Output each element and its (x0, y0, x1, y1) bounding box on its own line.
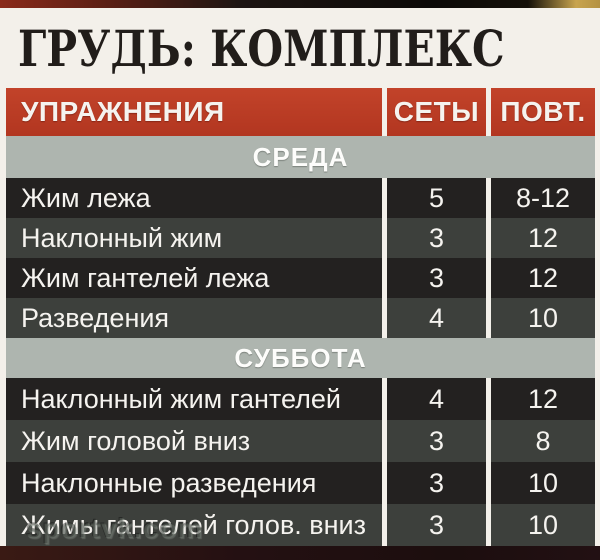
photo-edge-strip (0, 0, 600, 8)
table-row-reps: 8 (491, 420, 595, 462)
table-row-sets: 3 (387, 420, 486, 462)
table-row-exercise: Разведения (6, 298, 382, 338)
table-row-reps: 12 (491, 258, 595, 298)
table-row-sets: 3 (387, 504, 486, 546)
table-row-exercise: Наклонный жим гантелей (6, 378, 382, 420)
section-header-saturday: СУББОТА (6, 338, 595, 378)
table-row-reps: 12 (491, 378, 595, 420)
section-header-wednesday: СРЕДА (6, 136, 595, 178)
table-row-exercise: Жим гантелей лежа (6, 258, 382, 298)
page-title: ГРУДЬ: КОМПЛЕКС (18, 18, 505, 78)
table-row-exercise: Жимы гантелей голов. вниз (6, 504, 382, 546)
table-row-sets: 4 (387, 378, 486, 420)
column-header-sets: СЕТЫ (387, 88, 486, 136)
table-row-sets: 3 (387, 218, 486, 258)
photo-edge-strip-bottom (0, 546, 600, 560)
table-row-reps: 10 (491, 504, 595, 546)
table-row-exercise: Наклонные разведения (6, 462, 382, 504)
table-row-sets: 5 (387, 178, 486, 218)
column-header-exercises: УПРАЖНЕНИЯ (6, 88, 382, 136)
table-row-sets: 4 (387, 298, 486, 338)
table-row-exercise: Жим лежа (6, 178, 382, 218)
title-area: ГРУДЬ: КОМПЛЕКС (0, 8, 600, 88)
table-row-reps: 12 (491, 218, 595, 258)
table-row-exercise: Жим головой вниз (6, 420, 382, 462)
workout-table: УПРАЖНЕНИЯ СЕТЫ ПОВТ. СРЕДА Жим лежа 5 8… (0, 88, 600, 546)
table-row-sets: 3 (387, 462, 486, 504)
column-header-reps: ПОВТ. (491, 88, 595, 136)
table-row-exercise: Наклонный жим (6, 218, 382, 258)
table-row-reps: 10 (491, 462, 595, 504)
table-row-reps: 10 (491, 298, 595, 338)
table-row-sets: 3 (387, 258, 486, 298)
table-row-reps: 8-12 (491, 178, 595, 218)
